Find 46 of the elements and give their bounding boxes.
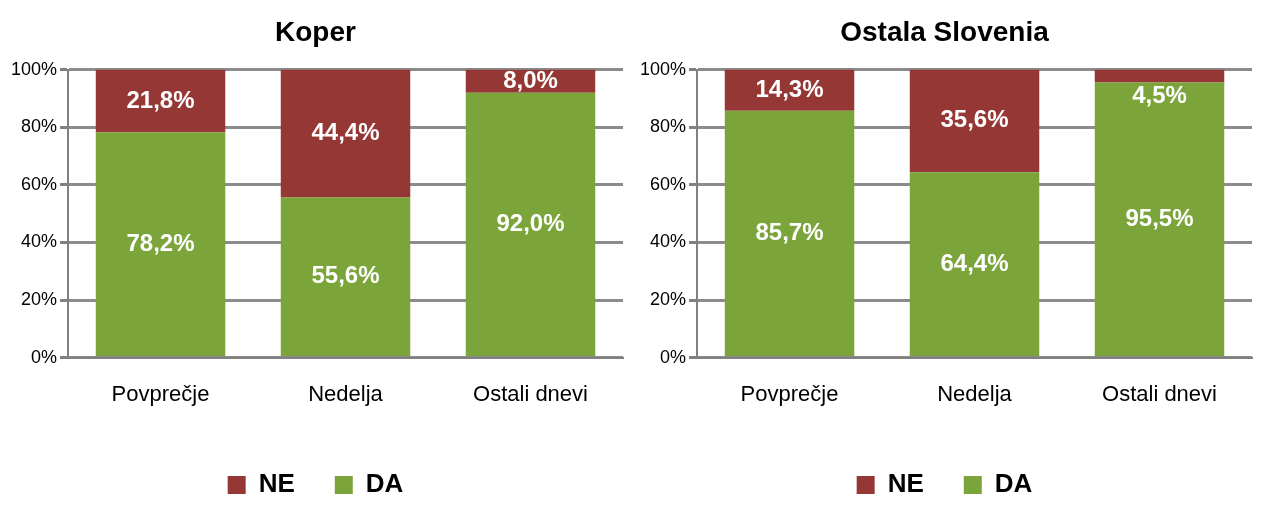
y-tick-label: 80% <box>21 116 58 137</box>
y-tick-label: 20% <box>650 288 687 309</box>
bar <box>465 92 596 357</box>
data-label: 35,6% <box>940 105 1009 133</box>
x-tick-label: Povprečje <box>111 380 210 406</box>
y-tick-label: 60% <box>21 173 58 194</box>
x-tick-label: Nedelja <box>308 380 384 406</box>
data-label: 92,0% <box>496 208 565 236</box>
data-label: 95,5% <box>1125 203 1194 231</box>
bar <box>909 69 1040 173</box>
y-tick-label: 20% <box>21 288 58 309</box>
data-label: 85,7% <box>755 218 824 246</box>
x-tick-label: Ostali dnevi <box>473 380 588 406</box>
data-label: 21,8% <box>126 85 195 113</box>
data-label: 78,2% <box>126 228 195 256</box>
bar <box>280 69 411 198</box>
x-tick-label: Nedelja <box>937 380 1013 406</box>
y-tick-label: 80% <box>650 116 687 137</box>
y-tick-label: 0% <box>31 346 58 367</box>
legend-label: DA <box>365 468 404 499</box>
y-tick-label: 40% <box>21 231 58 252</box>
y-tick-label: 100% <box>10 58 58 79</box>
y-tick-label: 40% <box>650 231 687 252</box>
data-label: 44,4% <box>311 118 380 146</box>
data-label: 64,4% <box>940 248 1009 276</box>
x-tick-label: Povprečje <box>740 380 839 406</box>
bar <box>280 197 411 357</box>
bar <box>1094 69 1225 83</box>
y-tick-label: 60% <box>650 173 687 194</box>
data-label: 4,5% <box>1132 81 1187 109</box>
bar <box>1094 82 1225 357</box>
legend-label: DA <box>994 468 1033 499</box>
bar <box>95 69 226 133</box>
chart-title: Koper <box>275 15 357 47</box>
data-label: 55,6% <box>311 261 380 289</box>
data-label: 14,3% <box>755 74 824 102</box>
bar <box>909 172 1040 357</box>
data-label: 8,0% <box>503 65 558 93</box>
chart-title: Ostala Slovenia <box>840 15 1050 47</box>
legend-label: NE <box>887 468 924 499</box>
y-tick-label: 0% <box>660 346 687 367</box>
y-tick-label: 100% <box>639 58 687 79</box>
bar <box>724 110 855 357</box>
legend-label: NE <box>258 468 295 499</box>
bar <box>95 132 226 357</box>
x-tick-label: Ostali dnevi <box>1102 380 1217 406</box>
